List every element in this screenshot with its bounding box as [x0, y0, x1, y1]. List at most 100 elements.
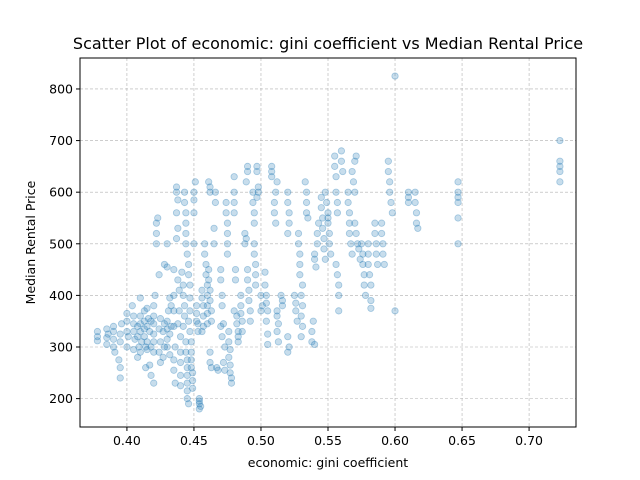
data-point: [93, 327, 102, 336]
data-point: [172, 188, 181, 196]
data-point: [360, 281, 368, 289]
data-point: [233, 312, 241, 320]
x-tick-label: 0.40: [113, 433, 141, 448]
data-point: [373, 260, 382, 269]
data-point: [302, 188, 311, 196]
data-point: [179, 291, 187, 299]
data-point: [183, 250, 191, 258]
data-point: [268, 167, 276, 176]
data-point: [351, 188, 359, 196]
data-point: [315, 219, 323, 227]
data-point: [285, 343, 293, 351]
data-point: [166, 294, 174, 302]
data-point: [219, 320, 228, 328]
data-point: [183, 371, 191, 379]
data-point: [197, 402, 205, 410]
data-point: [160, 320, 169, 328]
data-point: [154, 214, 162, 222]
data-point: [284, 188, 292, 196]
data-point: [186, 294, 194, 302]
data-point: [454, 214, 462, 222]
data-point: [230, 307, 238, 315]
data-point: [270, 198, 278, 207]
data-point: [411, 188, 419, 196]
data-point: [147, 371, 155, 379]
data-point: [258, 302, 266, 310]
data-point: [556, 167, 564, 176]
data-point: [198, 294, 206, 302]
data-point: [93, 337, 102, 345]
data-point: [257, 291, 265, 299]
data-point: [454, 193, 462, 201]
axis-ticks: 0.40 0.45 0.50 0.55 0.60 0.65 0.70 200 300 400 500…: [49, 81, 543, 448]
data-point: [277, 291, 285, 299]
data-point: [190, 209, 198, 217]
data-point: [317, 193, 325, 201]
data-point: [199, 312, 207, 320]
data-point: [333, 271, 341, 279]
data-point: [268, 162, 276, 170]
data-points: [93, 72, 564, 413]
data-point: [190, 196, 198, 204]
data-point: [155, 325, 163, 333]
data-point: [176, 371, 185, 379]
data-point: [365, 271, 374, 279]
data-point: [335, 291, 343, 299]
data-point: [203, 281, 211, 289]
data-point: [233, 320, 241, 328]
y-tick-label: 400: [49, 288, 73, 303]
y-tick-label: 300: [49, 340, 73, 355]
data-point: [388, 209, 396, 217]
data-point: [297, 312, 305, 320]
data-point: [219, 358, 228, 367]
data-point: [193, 302, 201, 310]
data-point: [116, 364, 124, 372]
data-point: [150, 320, 158, 328]
data-point: [201, 250, 209, 258]
data-point: [296, 260, 304, 269]
x-tick-label: 0.50: [247, 433, 275, 448]
data-point: [187, 348, 195, 356]
data-point: [352, 229, 360, 238]
data-point: [183, 395, 191, 403]
data-point: [454, 178, 462, 186]
data-point: [249, 198, 257, 207]
data-point: [412, 219, 421, 227]
data-point: [231, 276, 240, 284]
data-point: [352, 152, 360, 160]
x-tick-label: 0.60: [381, 433, 409, 448]
data-point: [319, 214, 327, 222]
data-point: [242, 235, 250, 243]
data-point: [159, 327, 167, 336]
data-point: [166, 351, 174, 359]
data-point: [207, 317, 215, 325]
data-point: [242, 178, 250, 186]
data-point: [172, 183, 181, 191]
data-point: [103, 325, 111, 333]
data-point: [320, 235, 328, 243]
data-point: [386, 178, 394, 186]
data-point: [324, 219, 332, 227]
data-point: [284, 348, 292, 356]
data-point: [237, 309, 245, 318]
data-point: [384, 157, 392, 165]
data-point: [250, 240, 258, 248]
data-point: [183, 387, 191, 395]
data-point: [190, 188, 198, 196]
y-tick-label: 700: [49, 133, 73, 148]
data-point: [355, 245, 363, 253]
data-point: [155, 348, 163, 356]
data-point: [183, 364, 191, 372]
data-point: [195, 395, 203, 403]
data-point: [104, 330, 112, 338]
data-point: [130, 320, 138, 328]
data-point: [285, 219, 293, 227]
data-point: [241, 229, 249, 238]
data-point: [231, 265, 240, 274]
data-point: [278, 296, 287, 305]
x-axis-label: economic: gini coefficient: [248, 455, 409, 470]
x-tick-label: 0.55: [314, 433, 342, 448]
data-point: [371, 229, 379, 238]
data-point: [195, 400, 203, 408]
data-point: [170, 307, 178, 315]
